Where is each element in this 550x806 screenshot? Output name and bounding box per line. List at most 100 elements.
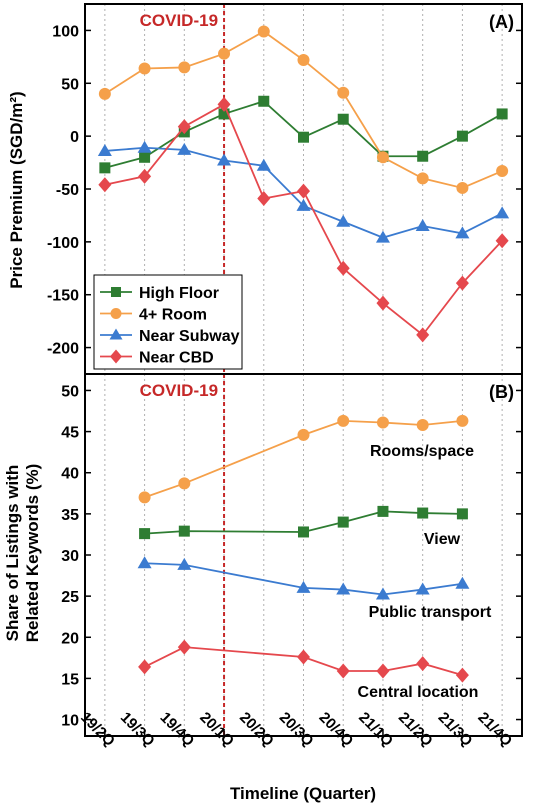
panel-label: (B) <box>489 382 514 402</box>
data-point <box>376 151 389 164</box>
data-point <box>415 582 430 595</box>
data-point <box>455 226 470 239</box>
y-tick-label: 50 <box>61 383 79 400</box>
x-tick-label: 21/2Q <box>395 709 436 750</box>
data-point <box>177 639 191 655</box>
legend-label: Near Subway <box>139 328 240 345</box>
x-tick-label: 19/3Q <box>117 709 158 750</box>
data-point <box>139 151 151 163</box>
y-tick-label: 0 <box>70 129 79 146</box>
y-tick-label: 100 <box>52 23 79 40</box>
data-point <box>217 96 231 112</box>
data-point <box>98 87 111 100</box>
data-point <box>455 667 469 683</box>
data-point <box>258 95 270 107</box>
data-point <box>217 153 232 166</box>
y-tick-label: -100 <box>47 235 79 252</box>
data-point <box>496 165 509 178</box>
data-point <box>496 108 508 120</box>
data-point <box>257 25 270 38</box>
data-point <box>417 150 429 162</box>
y-axis-title-b-line2: Related Keywords (%) <box>23 464 42 643</box>
x-tick-label: 20/4Q <box>315 709 356 750</box>
data-point <box>336 663 350 679</box>
data-point <box>218 108 230 120</box>
x-tick-label: 21/3Q <box>435 709 476 750</box>
data-point <box>137 140 152 153</box>
series-label: View <box>424 531 461 548</box>
x-axis-title: Timeline (Quarter) <box>230 784 376 803</box>
y-tick-label: 45 <box>61 425 79 442</box>
data-point <box>177 142 192 155</box>
data-point <box>298 526 309 538</box>
data-point <box>337 113 349 125</box>
data-point <box>417 507 429 519</box>
panel-label: (A) <box>489 12 514 32</box>
data-point <box>456 508 468 520</box>
covid-annotation: COVID-19 <box>140 381 218 400</box>
x-tick-label: 21/1Q <box>355 709 396 750</box>
y-tick-label: -200 <box>47 341 79 358</box>
data-point <box>416 172 429 185</box>
data-point <box>376 295 390 311</box>
y-tick-label: 10 <box>61 713 79 730</box>
data-point <box>138 491 151 504</box>
y-axis-title-b-line1: Share of Listings with <box>3 465 22 642</box>
data-point <box>375 230 390 243</box>
y-tick-label: 50 <box>61 76 79 93</box>
data-point <box>456 181 469 194</box>
data-point <box>137 556 152 569</box>
y-tick-label: -50 <box>56 182 79 199</box>
legend-label: High Floor <box>139 285 219 302</box>
series-label: Rooms/space <box>370 443 474 460</box>
data-point <box>138 168 152 184</box>
data-point <box>297 54 310 67</box>
data-point <box>336 260 350 276</box>
y-tick-label: -150 <box>47 288 79 305</box>
x-tick-label: 19/2Q <box>77 709 118 750</box>
data-point <box>337 86 350 99</box>
data-point <box>337 414 350 427</box>
data-point <box>455 275 469 291</box>
y-tick-label: 25 <box>61 589 79 606</box>
y-tick-label: 20 <box>61 630 79 647</box>
x-tick-label: 20/3Q <box>276 709 317 750</box>
data-point <box>298 131 309 143</box>
y-tick-label: 35 <box>61 507 79 524</box>
data-point <box>138 62 151 75</box>
data-point <box>218 47 231 60</box>
data-point <box>98 177 112 193</box>
y-axis-title-a: Price Premium (SGD/m²) <box>7 91 26 288</box>
data-point <box>296 580 311 593</box>
data-point <box>178 525 190 537</box>
data-point <box>336 214 351 227</box>
x-tick-label: 20/1Q <box>196 709 237 750</box>
data-point <box>495 206 510 219</box>
legend-label: 4+ Room <box>139 307 207 324</box>
data-point <box>375 587 390 600</box>
legend-marker <box>110 349 122 364</box>
data-point <box>376 663 390 679</box>
data-point <box>456 130 468 142</box>
y-tick-label: 40 <box>61 466 79 483</box>
data-point <box>456 414 469 427</box>
data-point <box>177 557 192 570</box>
x-tick-label: 21/4Q <box>474 709 515 750</box>
data-point <box>416 656 430 672</box>
y-tick-label: 30 <box>61 548 79 565</box>
data-point <box>376 416 389 429</box>
data-point <box>139 528 151 540</box>
data-point <box>415 219 430 231</box>
data-point <box>257 191 271 207</box>
y-tick-label: 15 <box>61 671 79 688</box>
x-axis: 19/2Q19/3Q19/4Q20/1Q20/2Q20/3Q20/4Q21/1Q… <box>77 709 515 750</box>
data-point <box>97 143 112 156</box>
data-point <box>296 198 311 211</box>
data-point <box>256 158 271 171</box>
data-point <box>178 61 191 74</box>
data-point <box>297 183 310 199</box>
legend-marker <box>111 287 121 297</box>
data-point <box>336 582 351 595</box>
legend: High Floor 4+ Room Near Subway Near CBD <box>93 274 243 370</box>
